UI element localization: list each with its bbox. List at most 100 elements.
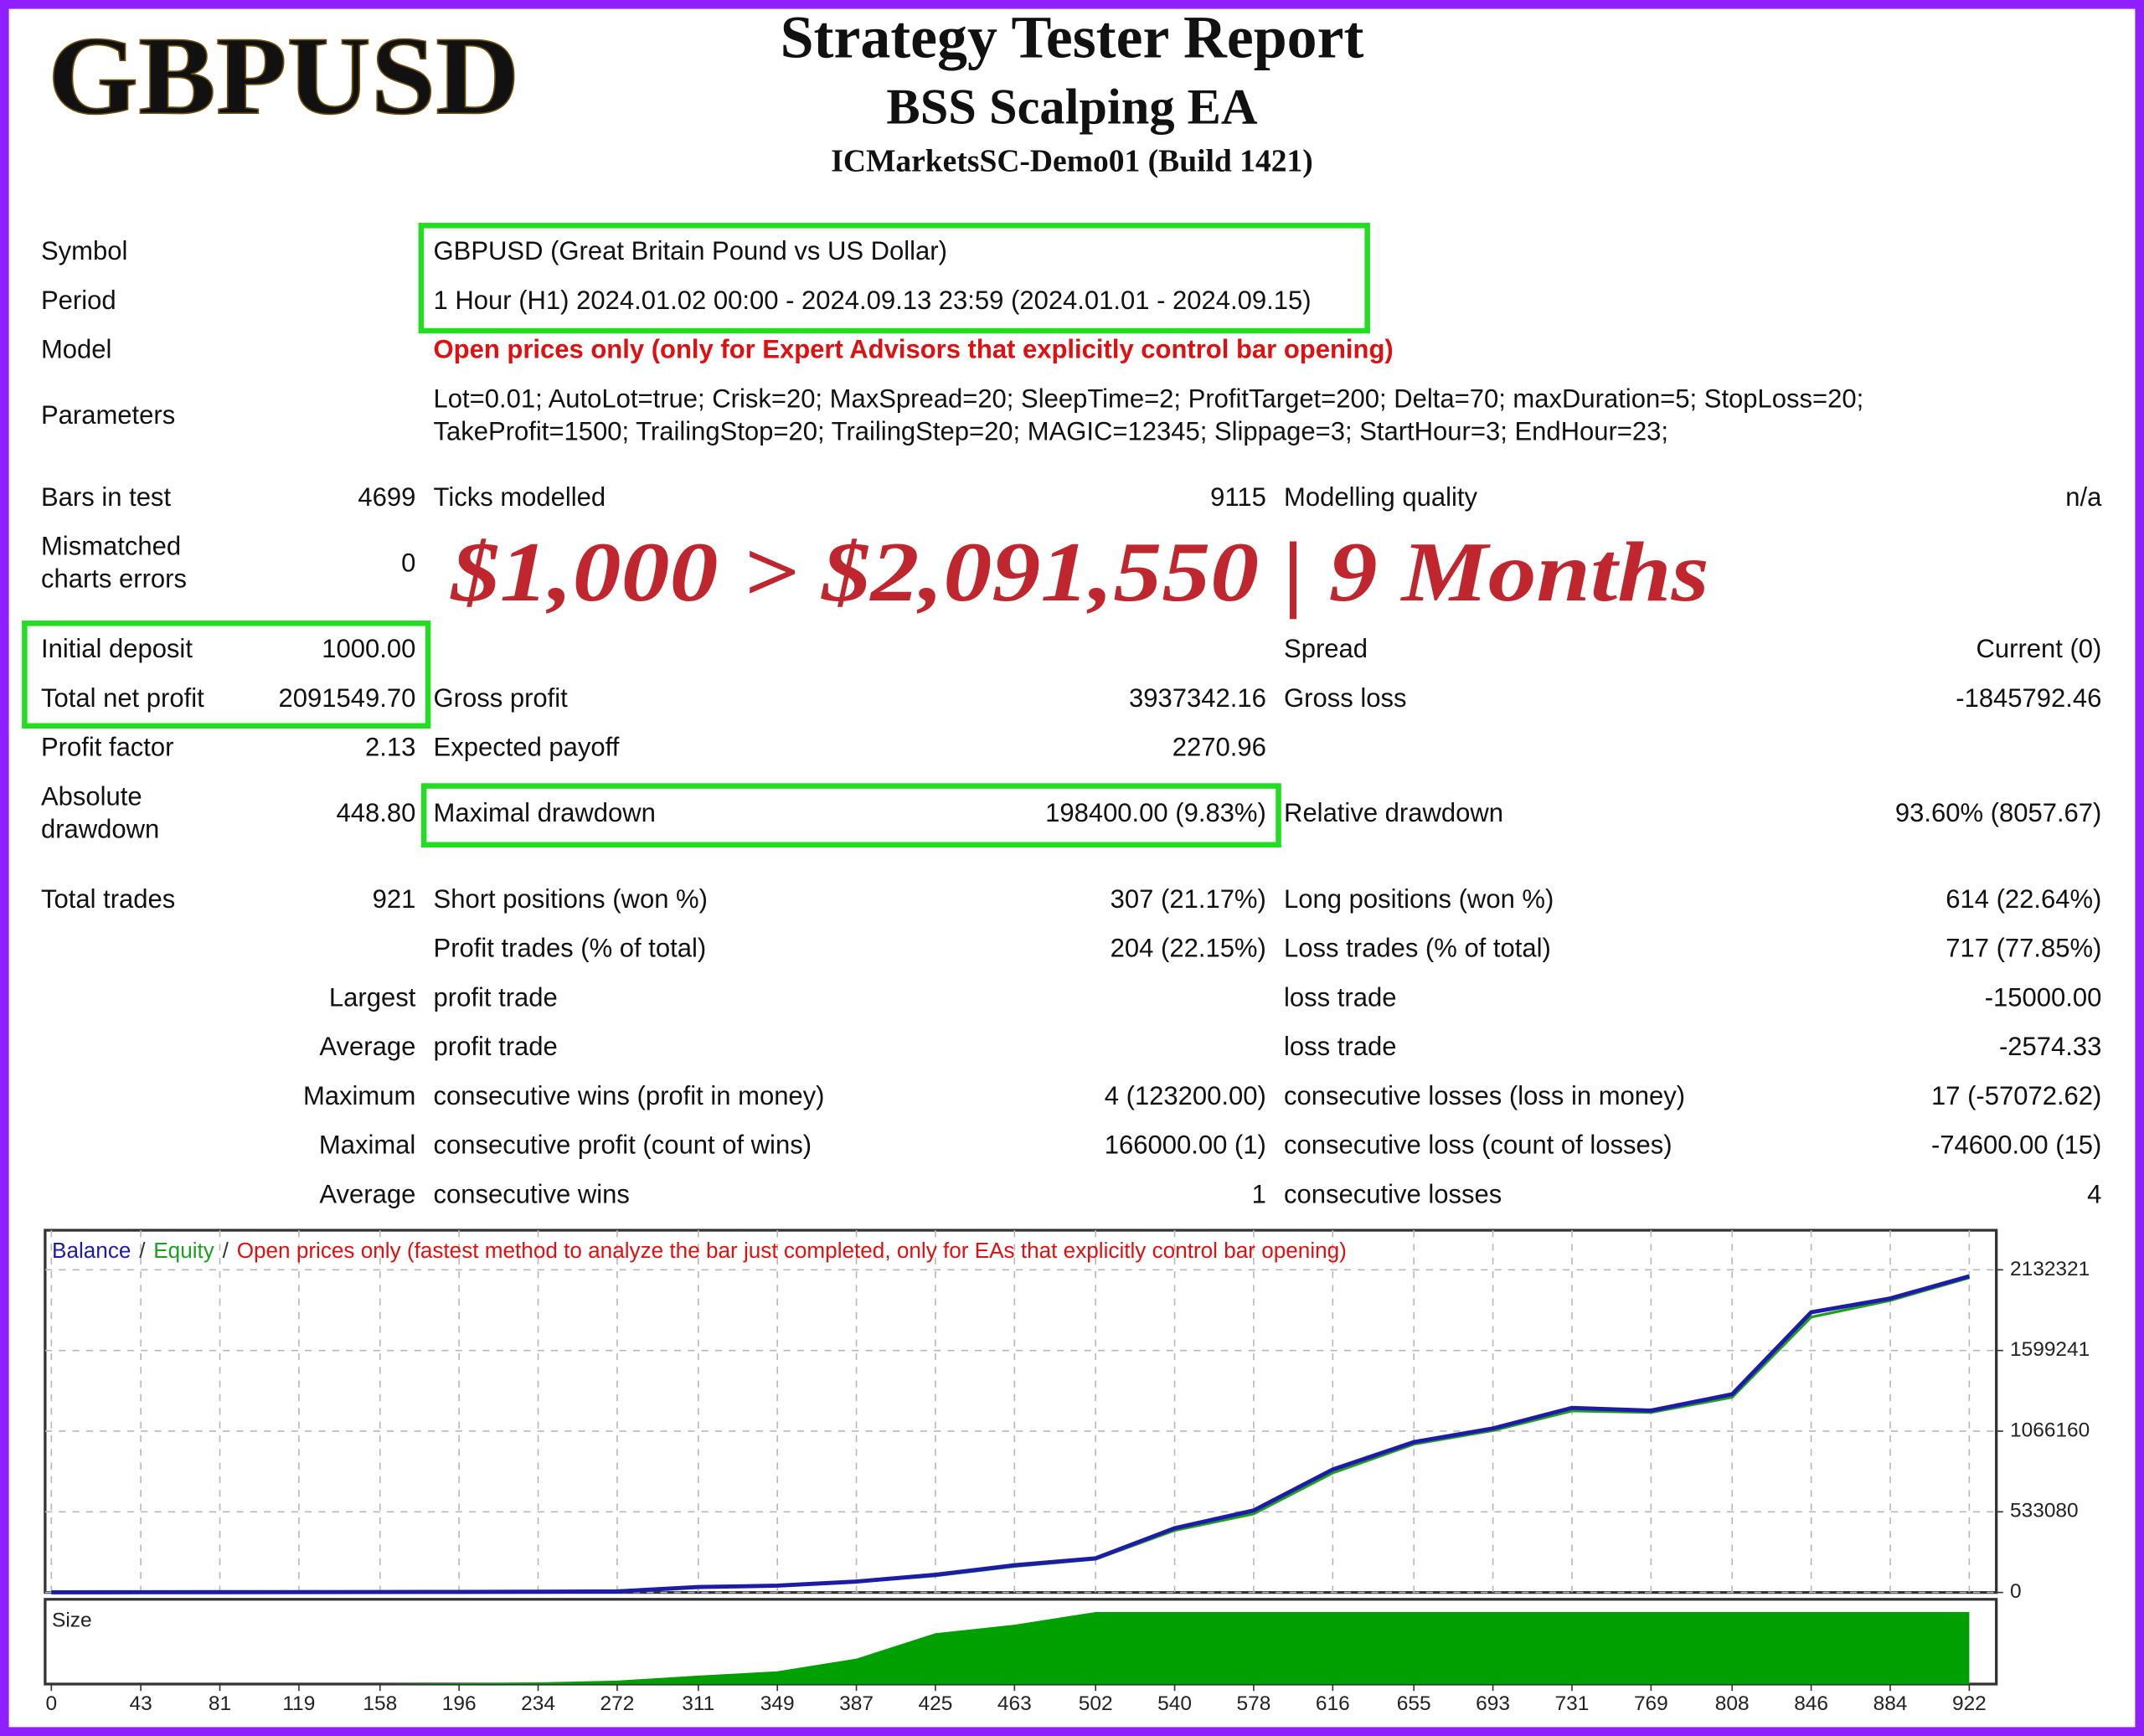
x-tick-label: 387 [839,1692,874,1715]
stat-value: 448.80 [336,798,415,827]
stat-value: Maximum [303,1081,415,1110]
stat-label: Expected payoff [434,733,620,762]
x-tick-label: 311 [682,1692,714,1715]
y-tick-label: 1066160 [2010,1419,2090,1441]
stat-value: 198400.00 (9.83%) [1045,798,1266,827]
stat-label: Profit trades (% of total) [434,934,707,963]
stat-value: 93.60% (8057.67) [1895,798,2101,827]
stat-value: 204 (22.15%) [1111,934,1266,963]
stat-value: 4 [2087,1179,2101,1208]
stat-label: Total trades [41,884,175,914]
x-tick-label: 693 [1476,1692,1510,1715]
x-tick-label: 425 [919,1692,953,1715]
stat-value: 166000.00 (1) [1105,1131,1266,1160]
stat-label: Short positions (won %) [434,884,708,914]
stat-value: 1 [1252,1179,1266,1208]
stat-value: 921 [373,884,416,914]
stat-label: Gross profit [434,683,569,713]
stat-label: consecutive losses (loss in money) [1284,1081,1685,1110]
stat-value: 0 [401,548,415,577]
setting-value: Lot=0.01; AutoLot=true; Crisk=20; MaxSpr… [434,384,1864,413]
x-tick-label: 463 [997,1692,1032,1715]
stat-value: n/a [2065,482,2102,512]
legend-entry: Balance [52,1238,131,1263]
stat-label: consecutive wins (profit in money) [434,1081,825,1110]
stat-value: 1000.00 [322,634,415,663]
stat-value: 17 (-57072.62) [1931,1081,2101,1110]
setting-value: GBPUSD (Great Britain Pound vs US Dollar… [434,236,947,265]
stat-value: 3937342.16 [1129,683,1266,713]
stat-value: Largest [329,982,416,1012]
x-tick-label: 846 [1794,1692,1828,1715]
stat-value: -15000.00 [1985,982,2102,1012]
logo: GBPUSD [48,13,519,137]
stat-label: Bars in test [41,482,171,512]
stat-label: Absolute drawdown [41,781,159,843]
stat-label: Maximal drawdown [434,798,656,827]
stat-label: Mismatched charts errors [41,532,187,594]
stat-value: -2574.33 [1999,1032,2101,1061]
x-tick-label: 349 [760,1692,795,1715]
stat-label: consecutive losses [1284,1179,1502,1208]
x-tick-label: 922 [1952,1692,1987,1715]
stat-value: 4699 [358,482,415,512]
stat-label: profit trade [434,982,558,1012]
stat-label: Gross loss [1284,683,1406,713]
legend-separator: / [139,1238,146,1263]
x-tick-label: 578 [1237,1692,1271,1715]
stat-label: Relative drawdown [1284,798,1503,827]
stat-label: consecutive loss (count of losses) [1284,1131,1672,1160]
stat-value: 307 (21.17%) [1111,884,1266,914]
stat-value: 4 (123200.00) [1105,1081,1266,1110]
y-tick-label: 533080 [2010,1500,2079,1522]
highlight-box [418,223,1370,334]
stat-value: -1845792.46 [1956,683,2101,713]
stat-value: 717 (77.85%) [1946,934,2101,963]
stat-value: Current (0) [1976,634,2101,663]
stat-value: 2270.96 [1172,733,1266,762]
size-label: Size [52,1609,92,1631]
y-tick-label: 2132321 [2010,1258,2090,1280]
setting-value: 1 Hour (H1) 2024.01.02 00:00 - 2024.09.1… [434,286,1312,315]
stat-label: profit trade [434,1032,558,1061]
x-tick-label: 158 [363,1692,397,1715]
stat-label: Long positions (won %) [1284,884,1554,914]
x-tick-label: 884 [1873,1692,1908,1715]
highlight-box [420,783,1281,848]
x-tick-label: 502 [1079,1692,1113,1715]
stat-value: 2.13 [365,733,415,762]
legend-entry: Equity [153,1238,214,1263]
stat-label: Total net profit [41,683,204,713]
stat-label: Loss trades (% of total) [1284,934,1551,963]
setting-label: Model [41,335,111,364]
y-tick-label: 1599241 [2010,1338,2090,1361]
stat-value: -74600.00 (15) [1931,1131,2101,1160]
stat-label: Profit factor [41,733,174,762]
stat-label: Ticks modelled [434,482,606,512]
ea-name: BSS Scalping EA [886,80,1257,136]
x-tick-label: 655 [1397,1692,1431,1715]
x-tick-label: 731 [1555,1692,1590,1715]
server: ICMarketsSC-Demo01 (Build 1421) [831,144,1313,178]
x-tick-label: 272 [600,1692,635,1715]
setting-label: Period [41,286,116,315]
stat-value: 2091549.70 [279,683,416,713]
legend-separator: / [223,1238,229,1263]
highlight-box [22,621,431,729]
stat-label: Spread [1284,634,1368,663]
stat-value: Average [319,1179,415,1208]
stat-label: Initial deposit [41,634,193,663]
x-tick-label: 540 [1157,1692,1192,1715]
stat-value: Average [319,1032,415,1061]
report-title: Strategy Tester Report [781,4,1364,71]
stat-value: Maximal [319,1131,415,1160]
stat-label: consecutive profit (count of wins) [434,1131,812,1160]
stat-label: Modelling quality [1284,482,1477,512]
x-tick-label: 196 [442,1692,477,1715]
setting-value: Open prices only (only for Expert Adviso… [434,335,1394,364]
stat-value: 9115 [1210,482,1266,512]
setting-label: Symbol [41,236,127,265]
y-tick-label: 0 [2010,1580,2022,1603]
x-tick-label: 119 [282,1692,315,1715]
